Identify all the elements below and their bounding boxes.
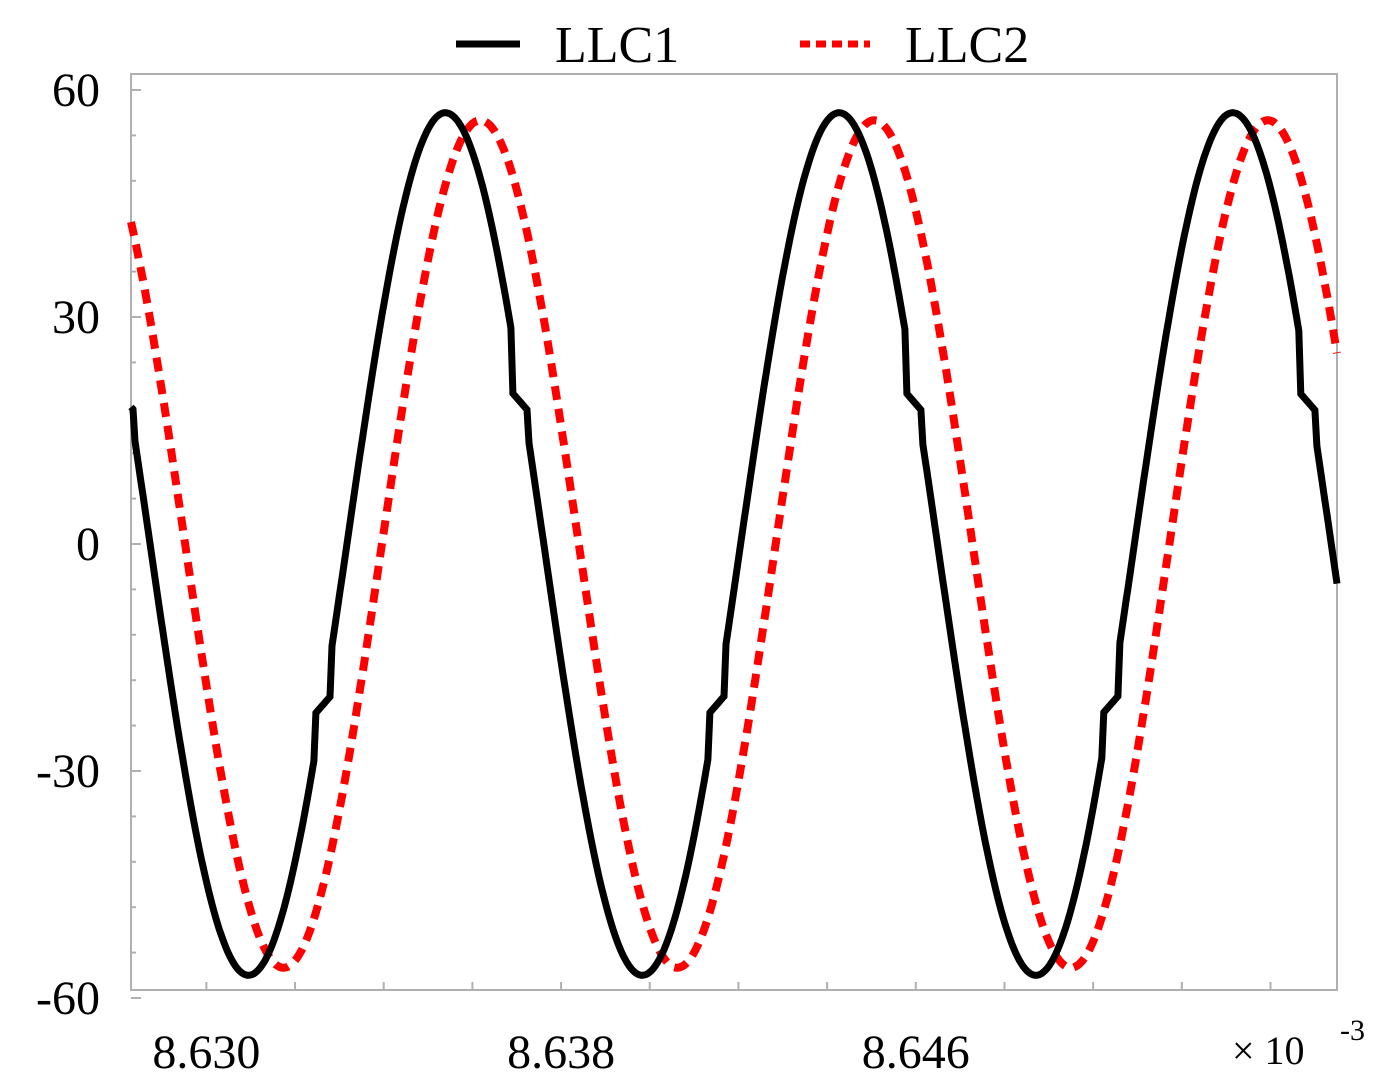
x-tick-label: 8.630 bbox=[152, 1026, 260, 1079]
plot-area bbox=[130, 73, 1338, 991]
x-tick-label: 8.638 bbox=[507, 1026, 615, 1079]
y-tick-label: 0 bbox=[76, 518, 100, 571]
x-axis-labels: 8.630 8.638 8.646 bbox=[152, 1026, 969, 1079]
y-tick-label: -30 bbox=[36, 745, 100, 798]
x-scale-note: × 10 bbox=[1232, 1028, 1305, 1073]
y-tick-label: 30 bbox=[52, 291, 100, 344]
series-line-llc1 bbox=[128, 109, 1341, 979]
series-line-llc2 bbox=[127, 116, 1341, 972]
y-tick-label: -60 bbox=[36, 972, 100, 1025]
y-tick-label: 60 bbox=[52, 64, 100, 117]
legend-label-llc2: LLC2 bbox=[905, 17, 1029, 74]
legend-label-llc1: LLC1 bbox=[555, 17, 679, 74]
x-axis-ticks bbox=[205, 982, 1272, 990]
y-axis-labels: 60 30 0 -30 -60 bbox=[36, 64, 100, 1025]
x-scale-exponent: -3 bbox=[1340, 1014, 1365, 1047]
legend: LLC1 LLC2 bbox=[456, 17, 1029, 74]
x-tick-label: 8.646 bbox=[862, 1026, 970, 1079]
